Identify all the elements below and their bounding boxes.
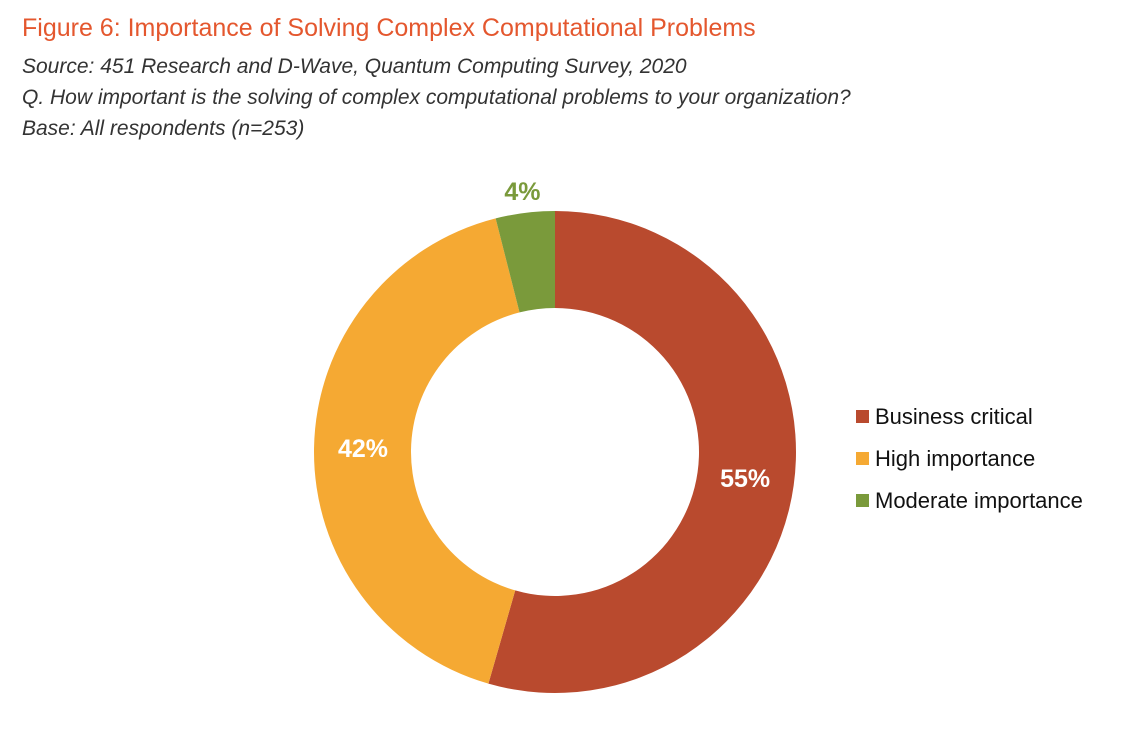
slice-moderate-importance [495, 211, 555, 313]
legend-item-moderate-importance: Moderate importance [856, 486, 1083, 528]
slice-high-importance [313, 218, 520, 684]
chart-source: Source: 451 Research and D-Wave, Quantum… [22, 55, 687, 78]
legend-item-business-critical: Business critical [856, 402, 1083, 444]
chart-title: Figure 6: Importance of Solving Complex … [22, 14, 756, 42]
legend-label: Moderate importance [875, 488, 1083, 513]
legend-label: Business critical [875, 404, 1033, 429]
data-label-moderate-importance: 4% [504, 178, 540, 206]
survey-question: Q. How important is the solving of compl… [22, 86, 851, 109]
legend-swatch [856, 451, 869, 465]
legend-label: High importance [875, 446, 1036, 471]
survey-base: Base: All respondents (n=253) [22, 117, 305, 140]
data-label-business-critical: 55% [720, 465, 770, 493]
data-label-high-importance: 42% [338, 435, 388, 463]
legend-swatch [856, 493, 869, 507]
chart-legend: Business critical High importance Modera… [856, 402, 1083, 528]
legend-item-high-importance: High importance [856, 444, 1083, 486]
slice-business-critical [488, 211, 796, 694]
legend-swatch [856, 409, 869, 423]
